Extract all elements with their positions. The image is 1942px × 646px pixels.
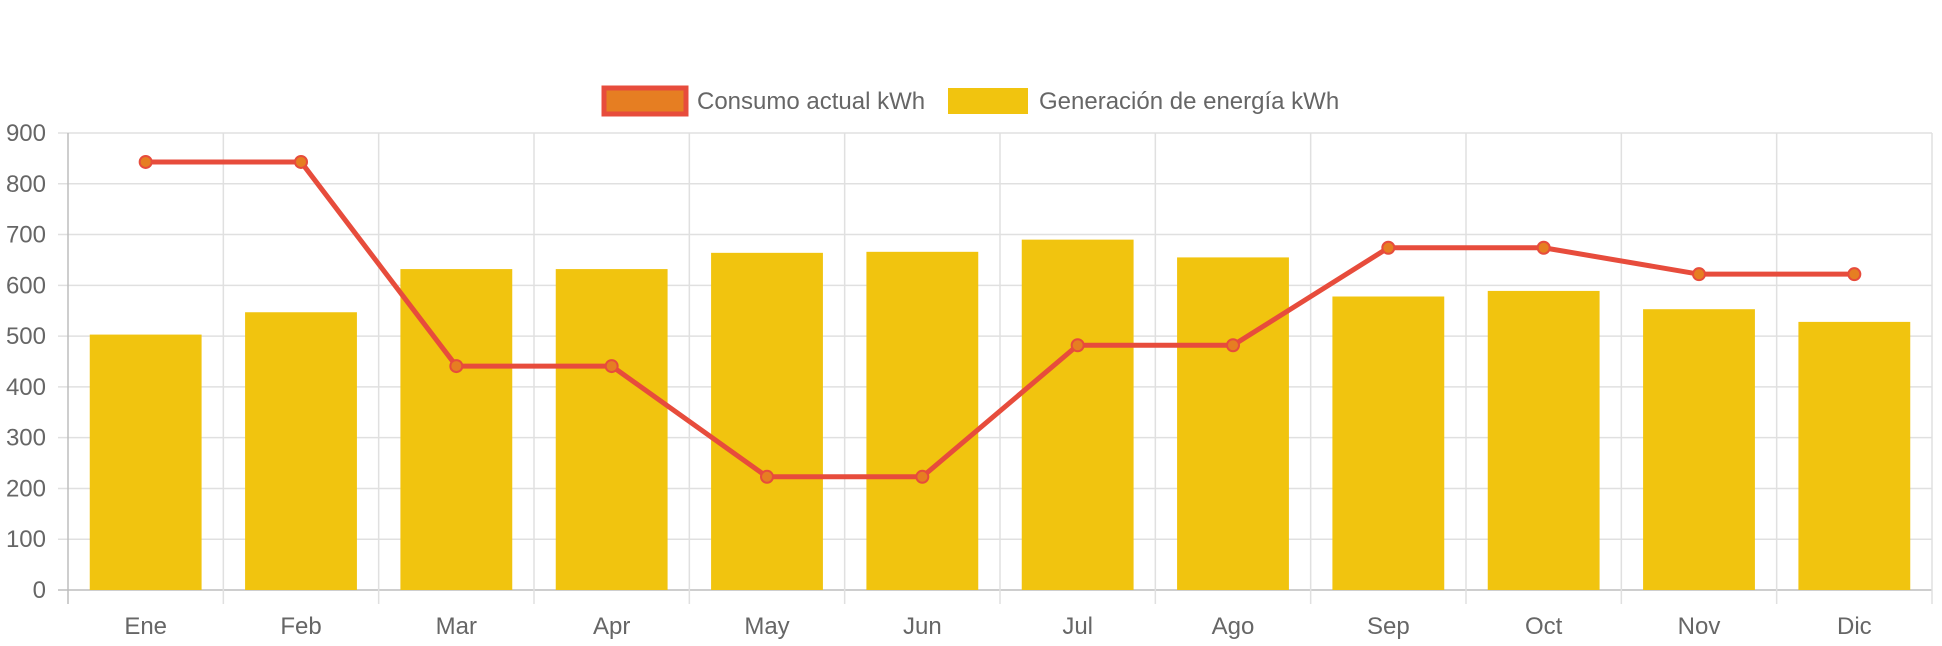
bar-generacion-nov: [1643, 309, 1755, 590]
x-tick-label-sep: Sep: [1367, 613, 1410, 640]
legend-swatch-generacion[interactable]: [948, 88, 1028, 114]
x-tick-label-ago: Ago: [1212, 613, 1255, 640]
consumo-point-may: [760, 469, 774, 484]
consumo-point-oct: [1536, 240, 1551, 255]
x-tick-label-ene: Ene: [124, 613, 167, 640]
y-tick-label: 800: [6, 171, 46, 198]
bar-generacion-dic: [1798, 321, 1911, 590]
bar-generacion-sep: [1332, 296, 1445, 590]
x-tick-label-mar: Mar: [436, 613, 477, 640]
bar-generacion-jul: [1021, 239, 1134, 590]
bar-generacion-apr: [555, 269, 668, 590]
x-tick-label-dic: Dic: [1837, 613, 1872, 640]
line-series: [138, 154, 1862, 484]
legend[interactable]: Consumo actual kWh Generación de energía …: [601, 85, 1339, 117]
consumo-point-mar: [449, 359, 464, 374]
bar-generacion-mar: [400, 269, 513, 590]
x-tick-label-feb: Feb: [280, 613, 321, 640]
y-tick-label: 600: [6, 272, 46, 299]
consumo-point-nov: [1692, 267, 1706, 282]
consumo-point-apr: [604, 359, 619, 374]
bar-generacion-may: [711, 252, 823, 590]
y-tick-label: 0: [33, 577, 46, 604]
legend-swatch-consumo[interactable]: [601, 85, 689, 117]
bar-generacion-ago: [1177, 257, 1289, 590]
x-tick-label-jul: Jul: [1062, 613, 1093, 640]
consumo-point-jul: [1070, 338, 1085, 353]
x-tick-label-oct: Oct: [1525, 613, 1563, 640]
legend-label-generacion[interactable]: Generación de energía kWh: [1039, 88, 1339, 115]
consumo-point-ago: [1226, 338, 1240, 353]
consumo-point-ene: [138, 154, 153, 169]
y-tick-label: 700: [6, 222, 46, 249]
y-tick-label: 100: [6, 526, 46, 553]
y-tick-label: 300: [6, 425, 46, 452]
bar-series: [89, 239, 1911, 590]
bar-generacion-oct: [1487, 290, 1600, 590]
consumo-line: [145, 159, 1855, 480]
y-tick-label: 500: [6, 323, 46, 350]
consumo-point-feb: [294, 154, 308, 169]
x-tick-label-apr: Apr: [593, 613, 630, 640]
consumo-point-sep: [1381, 240, 1396, 255]
x-tick-label-nov: Nov: [1678, 613, 1721, 640]
axes: 0 100 200 300 400 500 600 700 800 900 Ene Feb Mar Apr…: [6, 120, 1872, 640]
legend-label-consumo[interactable]: Consumo actual kWh: [697, 88, 925, 115]
consumo-point-jun: [915, 469, 930, 484]
y-tick-label: 900: [6, 120, 46, 147]
x-tick-label-jun: Jun: [903, 613, 942, 640]
y-tick-label: 200: [6, 475, 46, 502]
y-tick-label: 400: [6, 374, 46, 401]
consumo-point-dic: [1847, 267, 1862, 282]
bar-generacion-jun: [866, 251, 979, 590]
bar-generacion-ene: [89, 334, 202, 590]
bar-generacion-feb: [245, 312, 357, 590]
x-tick-label-may: May: [744, 613, 789, 640]
